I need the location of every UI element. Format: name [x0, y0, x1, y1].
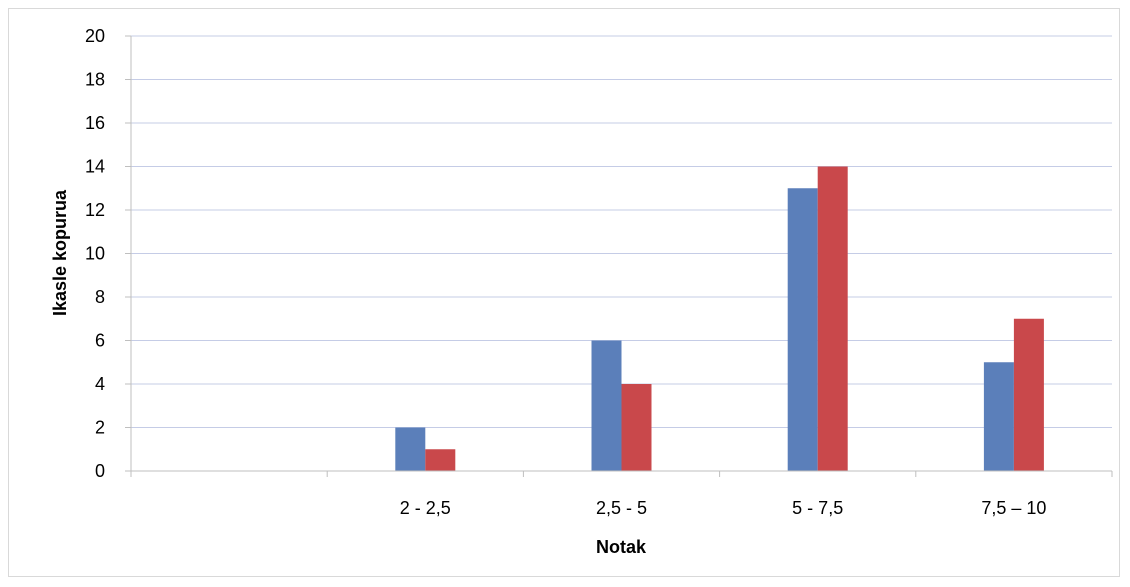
y-tick-label: 12	[85, 200, 105, 220]
bar-series-1	[787, 188, 818, 471]
x-tick-label: 5 - 7,5	[792, 498, 843, 518]
bar-series-2	[817, 166, 848, 471]
bar-series-2	[425, 449, 456, 471]
bars	[395, 166, 1044, 471]
bar-series-1	[395, 427, 426, 471]
x-tick-label: 7,5 – 10	[981, 498, 1046, 518]
y-tick-label: 20	[85, 26, 105, 46]
y-tick-label: 6	[95, 331, 105, 351]
x-tick-label: 2 - 2,5	[400, 498, 451, 518]
y-tick-label: 0	[95, 461, 105, 481]
chart-frame	[8, 8, 1120, 577]
x-tick-label: 2,5 - 5	[596, 498, 647, 518]
y-tick-label: 18	[85, 70, 105, 90]
y-axis-ticks: 0 2 4 6 8 10 12 14 16 18 20	[85, 26, 131, 481]
x-axis-ticks: 2 - 2,5 2,5 - 5 5 - 7,5 7,5 – 10	[130, 471, 1113, 518]
y-tick-label: 4	[95, 374, 105, 394]
bar-series-2	[621, 384, 652, 471]
x-axis-title: Notak	[596, 537, 647, 557]
bar-series-1	[591, 340, 622, 471]
y-axis-title: Ikasle kopurua	[50, 189, 70, 316]
y-tick-label: 16	[85, 113, 105, 133]
bar-series-2	[1013, 318, 1044, 471]
bar-series-1	[983, 362, 1014, 471]
y-tick-label: 8	[95, 287, 105, 307]
y-tick-label: 10	[85, 244, 105, 264]
y-tick-label: 2	[95, 418, 105, 438]
gridlines	[131, 35, 1112, 428]
y-tick-label: 14	[85, 157, 105, 177]
